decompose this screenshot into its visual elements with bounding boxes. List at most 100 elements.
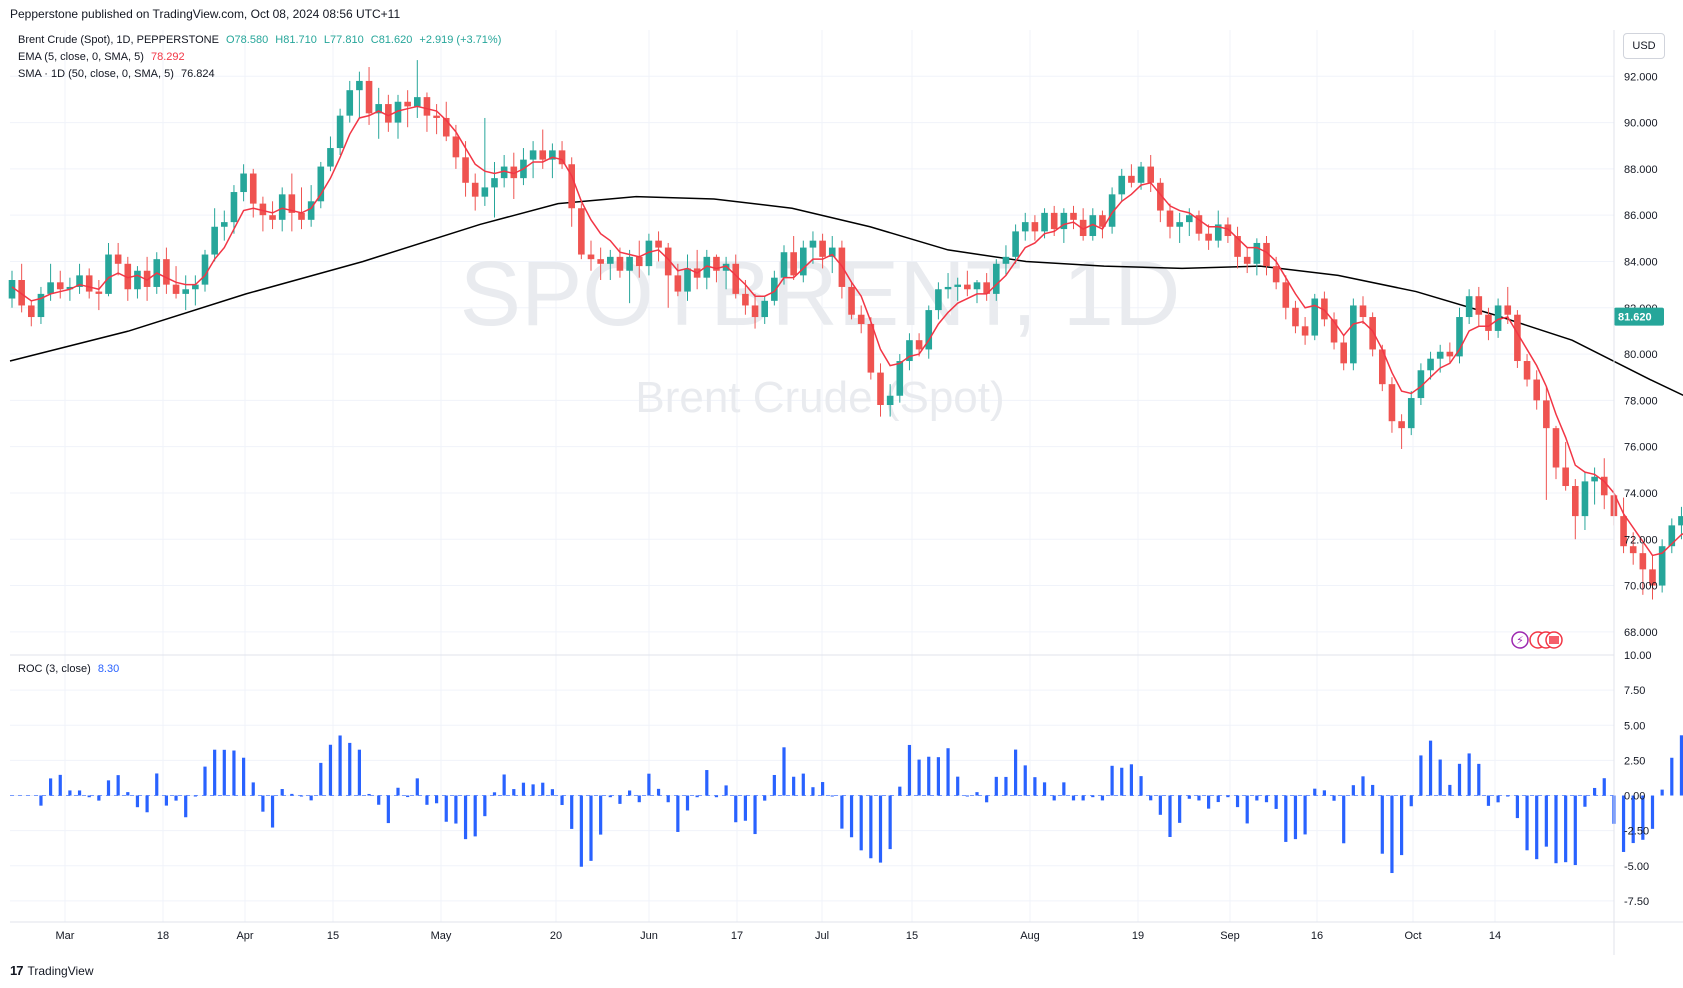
candle-body (1292, 307, 1299, 327)
candle-body (249, 173, 257, 204)
candle-body (1253, 242, 1261, 264)
roc-bar (1525, 795, 1529, 851)
candle-body (1050, 212, 1058, 230)
candle-body (298, 212, 305, 220)
roc-bar (406, 795, 410, 798)
roc-bar (1158, 795, 1162, 815)
candle-body (230, 192, 238, 223)
roc-bar (1515, 795, 1519, 819)
roc-bar (1631, 795, 1635, 844)
candle-body (549, 150, 556, 160)
roc-bar (184, 795, 188, 818)
roc-bar (936, 757, 940, 796)
currency-button[interactable]: USD (1623, 33, 1665, 59)
candle-body (317, 166, 325, 202)
candle-body (28, 305, 35, 318)
candle-body (269, 215, 276, 220)
roc-bar (135, 795, 140, 808)
candle-body (259, 203, 267, 216)
candle-body (1359, 305, 1367, 318)
candle-body (857, 314, 865, 324)
roc-bar (946, 748, 950, 796)
roc-bar (1255, 795, 1259, 801)
candle-body (211, 226, 218, 255)
ema-legend[interactable]: EMA (5, close, 0, SMA, 5) 78.292 (18, 51, 185, 63)
candle-body (1330, 319, 1338, 343)
roc-bar (77, 790, 82, 796)
roc-bar (705, 770, 709, 796)
roc-value: 8.30 (97, 663, 120, 675)
time-tick-label: 15 (327, 930, 339, 942)
candle-body (539, 150, 547, 160)
roc-bar (1042, 782, 1047, 796)
candle-body (163, 259, 170, 285)
candle-body (1629, 546, 1637, 554)
roc-bar (299, 795, 304, 797)
candle-body (201, 254, 209, 285)
roc-bar (1100, 795, 1105, 801)
candle-body (1562, 467, 1569, 487)
ema-value: 78.292 (151, 51, 185, 63)
candle-body (1543, 400, 1550, 429)
roc-bar (483, 795, 487, 817)
roc-bar (927, 756, 931, 796)
roc-bar (39, 795, 43, 806)
time-tick-label: 17 (731, 930, 743, 942)
candle-body (1060, 212, 1068, 230)
roc-bar (1554, 795, 1558, 864)
candle-body (1301, 326, 1309, 336)
candle-body (1166, 210, 1174, 227)
ohlc-low: L77.810 (323, 34, 364, 46)
candle-body (1658, 546, 1666, 586)
axes: 68.000 70.000 72.000 74.000 76.000 78.000 80.0… (56, 71, 1664, 942)
candle-body (558, 150, 566, 165)
candle-body (645, 240, 653, 267)
candle-body (732, 263, 740, 294)
candle-body (1639, 553, 1647, 570)
roc-bar (1409, 795, 1413, 807)
roc-bar (1342, 795, 1346, 844)
roc-bar (1390, 795, 1394, 874)
roc-bar (695, 795, 699, 798)
roc-bar (849, 795, 854, 838)
time-tick-label: Aug (1020, 930, 1040, 942)
roc-legend[interactable]: ROC (3, close) 8.30 (18, 663, 119, 675)
roc-bar (1052, 795, 1056, 801)
candle-body (703, 256, 711, 278)
candle-body (771, 277, 778, 301)
roc-bar (1062, 782, 1066, 796)
sma-value: 76.824 (180, 68, 215, 80)
roc-bar (782, 747, 786, 796)
roc-bar (1071, 795, 1076, 801)
roc-bar (521, 782, 526, 796)
candle-body (1427, 358, 1434, 371)
roc-bar (965, 795, 969, 797)
sma-legend[interactable]: SMA · 1D (50, close, 0, SMA, 5) 76.824 (18, 68, 215, 80)
candle-body (1649, 569, 1656, 586)
symbol-legend[interactable]: Brent Crude (Spot), 1D, PEPPERSTONE O78.… (18, 34, 501, 46)
roc-bar (415, 778, 419, 796)
lightning-icon[interactable] (1511, 631, 1529, 649)
candle-body (1350, 305, 1357, 364)
roc-bar (821, 782, 825, 796)
events-badge[interactable]: ⚡ (1511, 631, 1563, 649)
sma-line (9, 195, 1683, 396)
price-tick-label: 70.000 (1624, 581, 1658, 593)
watermark-name: Brent Crude (Spot) (635, 373, 1004, 422)
sma-label: SMA · 1D (50, close, 0, SMA, 5) (18, 68, 174, 80)
tradingview-logo[interactable]: 17 TradingView (10, 963, 94, 978)
candle-body (1031, 222, 1039, 232)
roc-bar (357, 749, 361, 796)
candle-body (1552, 428, 1560, 468)
candle-body (1504, 305, 1512, 315)
roc-bar (145, 795, 149, 813)
candle-body (134, 270, 141, 290)
roc-bar (637, 795, 641, 803)
roc-bar (116, 775, 120, 796)
candle-body (1600, 476, 1608, 496)
candle-body (713, 256, 720, 271)
roc-bar (1023, 765, 1027, 796)
price-tick-label: 84.000 (1624, 256, 1658, 268)
candle-body (1089, 215, 1097, 237)
